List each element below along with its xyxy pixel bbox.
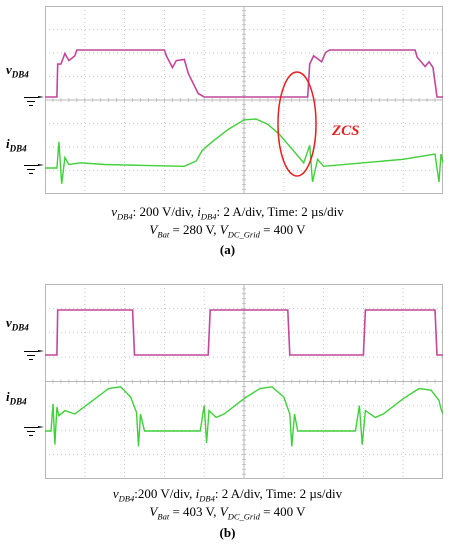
ground-marker-current-icon [24, 164, 44, 175]
caption-line2-b: VBat = 403 V, VDC_Grid = 400 V [149, 504, 306, 522]
current-trace [45, 386, 443, 447]
current-trace [45, 118, 443, 184]
caption-line1-a: vDB4: 200 V/div, iDB4: 2 A/div, Time: 2 … [111, 204, 344, 222]
current-channel-label: iDB4 [6, 136, 27, 154]
zcs-ellipse [277, 71, 317, 177]
panel-b: vDB4 iDB4 vDB4:200 V/div, iDB4: 2 A/div,… [0, 278, 455, 550]
panel-label-b: (b) [219, 525, 236, 540]
ground-marker-voltage-icon [24, 350, 44, 361]
oscilloscope-screen-b [45, 284, 443, 479]
voltage-channel-label: vDB4 [6, 315, 29, 333]
voltage-trace [45, 49, 443, 98]
caption-line1-b: vDB4:200 V/div, iDB4: 2 A/div, Time: 2 µ… [112, 486, 343, 504]
scope-svg-b [45, 284, 443, 479]
caption-line2-a: VBat = 280 V, VDC_Grid = 400 V [149, 222, 306, 240]
voltage-trace [45, 309, 443, 356]
panel-a: vDB4 iDB4 ZCS vDB4: 200 V/div, iDB4: 2 A… [0, 0, 455, 265]
ground-marker-current-icon [24, 426, 44, 437]
voltage-channel-label: vDB4 [6, 62, 29, 80]
zcs-annotation: ZCS [332, 123, 360, 139]
panel-label-a: (a) [219, 242, 236, 257]
oscilloscope-screen-a [45, 6, 443, 194]
ground-marker-voltage-icon [24, 96, 44, 107]
current-channel-label: iDB4 [6, 389, 27, 407]
scope-svg-a [45, 6, 443, 194]
